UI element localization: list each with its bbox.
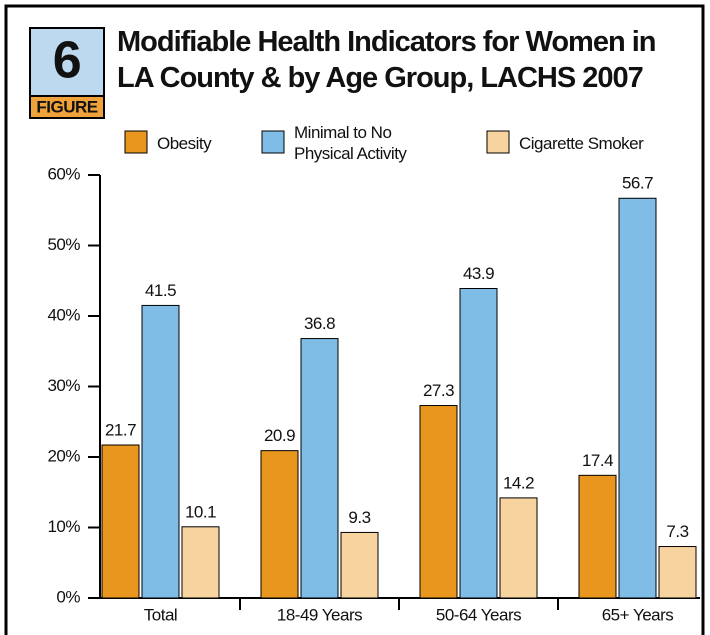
data-label: 36.8 <box>304 314 335 333</box>
bar <box>300 338 339 599</box>
y-tick-label: 20% <box>47 446 80 465</box>
data-label: 14.2 <box>503 473 534 492</box>
y-tick-label: 0% <box>56 587 80 606</box>
frame <box>4 4 705 635</box>
legend-label: Minimal to No Physical Activity <box>294 123 407 163</box>
y-tick-label: 30% <box>47 376 80 395</box>
data-label: 7.3 <box>666 522 688 541</box>
data-label: 9.3 <box>348 508 370 527</box>
legend-label: Cigarette Smoker <box>519 134 644 153</box>
data-label: 20.9 <box>264 426 295 445</box>
x-tick-label: Total <box>144 605 177 624</box>
legend-swatch <box>486 130 510 154</box>
bar <box>499 497 538 599</box>
legend-swatch <box>124 130 148 154</box>
bar <box>459 288 498 599</box>
y-tick-label: 10% <box>47 517 80 536</box>
data-label: 41.5 <box>145 281 176 300</box>
figure-label: FIGURE <box>36 97 97 116</box>
legend-label: Obesity <box>157 134 212 153</box>
bar <box>658 546 697 599</box>
bar <box>181 526 220 599</box>
data-label: 17.4 <box>582 451 613 470</box>
y-tick-label: 60% <box>47 164 80 183</box>
bar <box>419 405 458 599</box>
bar <box>260 450 299 599</box>
data-label: 43.9 <box>463 264 494 283</box>
y-tick-label: 50% <box>47 235 80 254</box>
bar <box>101 444 140 599</box>
data-label: 27.3 <box>423 381 454 400</box>
bar <box>618 197 657 599</box>
y-tick-label: 40% <box>47 305 80 324</box>
x-tick-label: 65+ Years <box>602 605 674 624</box>
legend-swatch <box>261 130 285 154</box>
data-label: 21.7 <box>105 420 136 439</box>
figure-number: 6 <box>53 32 81 90</box>
bar <box>578 474 617 599</box>
chart-title: Modifiable Health Indicators for Women i… <box>117 26 657 94</box>
bar <box>340 531 379 599</box>
figure-badge-label <box>29 95 105 119</box>
x-tick-label: 50-64 Years <box>436 605 521 624</box>
bar <box>141 304 180 599</box>
x-tick-label: 18-49 Years <box>277 605 362 624</box>
data-label: 56.7 <box>622 174 653 193</box>
data-label: 10.1 <box>185 502 216 521</box>
